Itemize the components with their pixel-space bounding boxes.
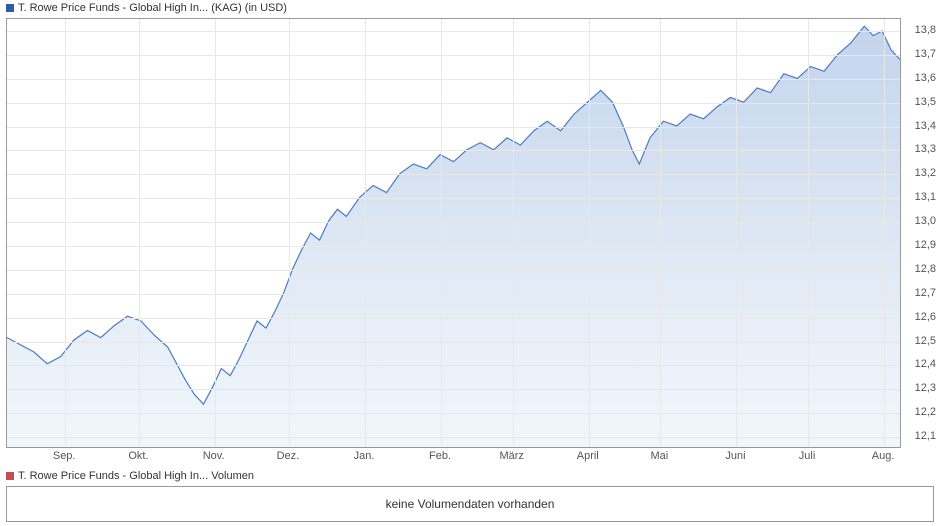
legend-bottom: T. Rowe Price Funds - Global High In... … <box>6 470 254 482</box>
x-tick-label: Mai <box>650 450 668 462</box>
y-tick-label: 12,2 <box>915 406 936 418</box>
y-tick-label: 12,5 <box>915 335 936 347</box>
legend-top: T. Rowe Price Funds - Global High In... … <box>6 2 287 14</box>
x-tick-label: Nov. <box>203 450 225 462</box>
y-tick-label: 13,8 <box>915 24 936 36</box>
price-line-chart <box>7 19 900 447</box>
y-tick-label: 12,3 <box>915 382 936 394</box>
y-axis: 12,1 12,2 12,3 12,4 12,5 12,6 12,7 12,8 12,9 13,0… <box>904 18 936 448</box>
x-tick-label: April <box>577 450 599 462</box>
y-tick-label: 12,1 <box>915 430 936 442</box>
y-tick-label: 13,2 <box>915 167 936 179</box>
legend-marker-icon <box>6 4 14 12</box>
x-tick-label: Okt. <box>128 450 148 462</box>
x-tick-label: Aug. <box>872 450 895 462</box>
y-tick-label: 12,6 <box>915 311 936 323</box>
y-tick-label: 13,4 <box>915 120 936 132</box>
x-tick-label: März <box>499 450 523 462</box>
legend-marker-icon <box>6 472 14 480</box>
volume-empty-text: keine Volumendaten vorhanden <box>386 497 555 511</box>
y-tick-label: 12,9 <box>915 239 936 251</box>
y-tick-label: 12,4 <box>915 358 936 370</box>
x-tick-label: Sep. <box>53 450 76 462</box>
y-tick-label: 12,7 <box>915 287 936 299</box>
x-tick-label: Juli <box>799 450 816 462</box>
y-tick-label: 13,3 <box>915 143 936 155</box>
y-tick-label: 12,8 <box>915 263 936 275</box>
y-tick-label: 13,6 <box>915 72 936 84</box>
y-tick-label: 13,7 <box>915 48 936 60</box>
y-tick-label: 13,1 <box>915 191 936 203</box>
y-tick-label: 13,5 <box>915 96 936 108</box>
legend-bottom-text: T. Rowe Price Funds - Global High In... … <box>18 470 254 482</box>
x-tick-label: Jan. <box>354 450 375 462</box>
chart-container: T. Rowe Price Funds - Global High In... … <box>0 0 940 526</box>
x-tick-label: Dez. <box>277 450 300 462</box>
price-chart-area <box>6 18 901 448</box>
y-tick-label: 13,0 <box>915 215 936 227</box>
legend-top-text: T. Rowe Price Funds - Global High In... … <box>18 2 287 14</box>
x-axis: Sep. Okt. Nov. Dez. Jan. Feb. März April Mai Juni… <box>6 448 901 466</box>
x-tick-label: Feb. <box>429 450 451 462</box>
x-tick-label: Juni <box>725 450 745 462</box>
volume-panel: keine Volumendaten vorhanden <box>6 486 934 522</box>
